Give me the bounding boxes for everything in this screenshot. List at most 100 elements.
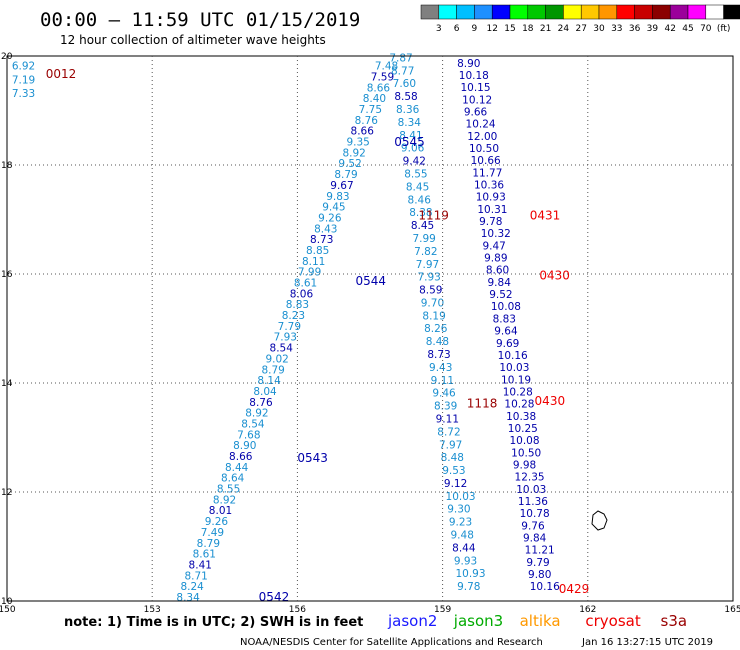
wave-height-label: 9.67: [330, 180, 353, 192]
wave-height-label: 10.03: [499, 362, 529, 374]
legend-label: 15: [504, 24, 515, 34]
wave-height-label: 8.26: [424, 323, 448, 335]
wave-height-label: 8.58: [394, 91, 417, 103]
wave-height-label: 8.06: [290, 288, 314, 300]
satellite-name: s3a: [661, 612, 688, 630]
wave-height-label: 8.77: [391, 65, 414, 77]
satellite-name: jason3: [453, 612, 503, 630]
wave-height-label: 10.32: [481, 228, 511, 240]
legend-swatch: [580, 4, 600, 20]
color-legend: 3 6 9 12 15 18 21 24 27 30 33 36 39 42 45 70 (ft): [420, 4, 740, 34]
wave-height-label: 8.66: [229, 451, 253, 463]
legend-swatch: [652, 4, 671, 20]
wave-height-label: 8.79: [197, 538, 220, 550]
satellite-name: jason2: [387, 612, 437, 630]
chart-title: 00:00 – 11:59 UTC 01/15/2019: [40, 9, 360, 31]
legend-swatch: [563, 4, 582, 20]
wave-height-label: 9.23: [449, 517, 472, 529]
wave-height-label: 10.03: [446, 491, 476, 503]
wave-height-label: 8.45: [406, 181, 429, 193]
x-tick-label: 165: [724, 605, 740, 615]
wave-height-label: 9.42: [403, 156, 426, 168]
legend-label: (ft): [717, 24, 731, 34]
wave-height-label: 7.97: [439, 439, 462, 451]
legend-label: 12: [486, 24, 497, 34]
wave-height-label: 9.76: [521, 520, 545, 532]
wave-height-label: 10.16: [498, 350, 528, 362]
legend-swatch: [545, 4, 564, 20]
legend-label: 39: [647, 24, 659, 34]
wave-height-label: 8.76: [355, 115, 379, 127]
wave-height-label: 10.78: [520, 508, 550, 520]
wave-height-label: 7.82: [414, 246, 437, 258]
wave-height-label: 9.78: [479, 216, 502, 228]
wave-height-label: 8.24: [180, 581, 204, 593]
track-time-label: 0544: [355, 274, 386, 288]
wave-height-label: 7.59: [371, 71, 394, 83]
wave-height-label: 10.18: [459, 70, 489, 82]
legend-label: 42: [664, 24, 675, 34]
wave-height-label: 9.52: [489, 289, 512, 301]
wave-height-label: 8.66: [351, 126, 375, 138]
wave-height-label: 7.99: [298, 267, 321, 279]
wave-height-label: 8.73: [427, 349, 450, 361]
wave-height-label: 8.36: [396, 104, 420, 116]
track-time-label: 0012: [46, 67, 77, 81]
wave-height-label: 10.03: [516, 484, 546, 496]
wave-height-label: 6.92: [12, 61, 35, 73]
wave-height-label: 10.24: [466, 119, 496, 131]
axes: 150 153 156 159 162 165 10 12 14 16 18 20: [0, 52, 740, 615]
wave-height-label: 10.50: [469, 143, 499, 155]
legend-label: 9: [472, 24, 478, 34]
legend-label: 24: [558, 24, 570, 34]
wave-height-label: 8.61: [294, 278, 317, 290]
chart-subtitle: 12 hour collection of altimeter wave hei…: [60, 33, 326, 47]
wave-height-label: 10.28: [503, 386, 533, 398]
legend-swatch: [669, 4, 689, 20]
wave-height-label: 8.34: [398, 117, 422, 129]
wave-height-label: 7.33: [12, 88, 35, 100]
wave-height-label: 8.60: [486, 265, 509, 277]
wave-height-label: 8.83: [493, 313, 516, 325]
wave-height-label: 7.87: [389, 52, 412, 64]
wave-height-label: 9.52: [338, 158, 361, 170]
satellite-name: altika: [520, 612, 561, 630]
wave-height-label: 8.72: [437, 426, 460, 438]
wave-height-label: 10.12: [462, 94, 492, 106]
legend-swatch: [491, 4, 511, 20]
credit-line: NOAA/NESDIS Center for Satellite Applica…: [240, 637, 543, 648]
wave-height-label: 12.35: [515, 472, 545, 484]
wave-height-label: 7.93: [274, 332, 297, 344]
wave-height-label: 10.66: [471, 155, 501, 167]
y-tick-label: 14: [1, 379, 13, 389]
track-time-label: 0542: [259, 590, 290, 604]
y-tick-label: 16: [1, 270, 13, 280]
x-tick-label: 153: [144, 605, 161, 615]
wave-height-label: 8.44: [225, 462, 249, 474]
wave-height-label: 9.06: [401, 143, 425, 155]
x-tick-label: 150: [0, 605, 16, 615]
x-tick-label: 156: [289, 605, 306, 615]
wave-height-label: 8.55: [404, 168, 427, 180]
wave-height-label: 10.08: [491, 301, 521, 313]
wave-height-label: 8.48: [441, 452, 464, 464]
wave-height-label: 9.48: [451, 530, 474, 542]
legend-swatch: [616, 4, 635, 20]
y-tick-label: 18: [1, 161, 13, 171]
plot-frame: [6, 55, 734, 602]
wave-height-label: 9.83: [326, 191, 349, 203]
legend-label: 18: [522, 24, 534, 34]
wave-height-label: 8.73: [310, 234, 333, 246]
wave-height-label: 8.54: [270, 343, 294, 355]
wave-height-label: 10.31: [477, 204, 507, 216]
legend-label: 3: [436, 24, 442, 34]
track-time-label: 0430: [535, 394, 566, 408]
wave-height-label: 8.71: [184, 570, 207, 582]
wave-height-label: 8.01: [209, 505, 232, 517]
legend-swatch: [527, 4, 546, 20]
legend-label: 27: [575, 24, 586, 34]
wave-height-label: 9.98: [513, 459, 536, 471]
wave-height-label: 7.19: [12, 74, 35, 86]
wave-height-label: 8.90: [457, 58, 480, 70]
